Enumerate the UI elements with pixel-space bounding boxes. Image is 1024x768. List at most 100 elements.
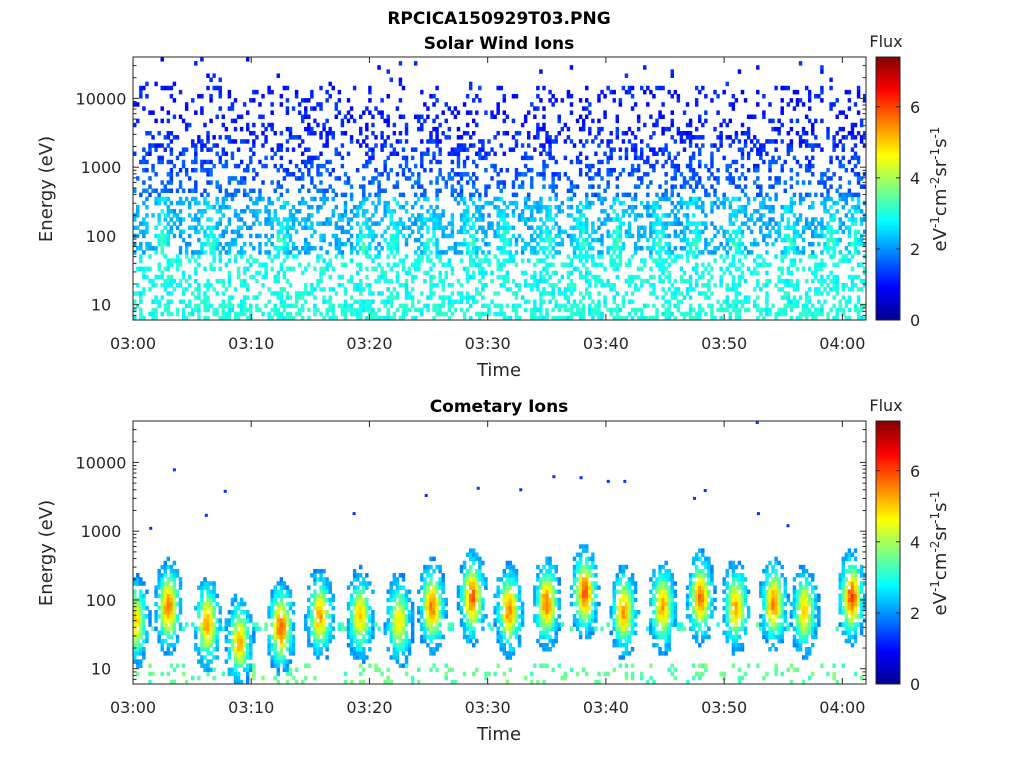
heatmap-cell xyxy=(160,283,164,288)
heatmap-cell xyxy=(484,303,488,309)
heatmap-cell xyxy=(258,262,262,267)
heatmap-cell xyxy=(734,299,739,304)
heatmap-cell xyxy=(731,213,736,218)
heatmap-cell xyxy=(630,106,635,111)
heatmap-cell xyxy=(456,278,461,284)
heatmap-cell xyxy=(795,130,800,136)
heatmap-cell xyxy=(462,266,467,272)
heatmap-cell xyxy=(557,233,561,239)
heatmap-cell xyxy=(221,246,226,251)
heatmap-cell xyxy=(560,126,565,132)
heatmap-cell xyxy=(325,299,329,304)
heatmap-cell xyxy=(484,254,488,259)
heatmap-cell xyxy=(691,200,696,206)
heatmap-cell xyxy=(200,581,204,586)
heatmap-cell xyxy=(658,229,662,235)
heatmap-cell xyxy=(194,647,198,652)
heatmap-cell xyxy=(169,176,174,181)
heatmap-cell xyxy=(420,159,424,165)
heatmap-cell xyxy=(178,278,183,284)
heatmap-cell xyxy=(157,159,161,165)
heatmap-cell xyxy=(682,295,687,300)
heatmap-cell xyxy=(682,311,687,317)
heatmap-cell xyxy=(392,233,397,239)
heatmap-cell xyxy=(832,143,836,148)
heatmap-cell xyxy=(432,217,436,222)
heatmap-cell xyxy=(526,143,531,148)
heatmap-cell xyxy=(841,196,846,202)
heatmap-cell xyxy=(618,250,623,255)
heatmap-cell xyxy=(633,147,638,152)
heatmap-cell xyxy=(710,315,714,321)
heatmap-cell xyxy=(734,98,739,103)
heatmap-cell xyxy=(160,159,164,165)
heatmap-cell xyxy=(667,196,671,202)
heatmap-cell xyxy=(780,254,784,259)
heatmap-cell xyxy=(725,176,729,181)
heatmap-cell xyxy=(670,93,674,99)
heatmap-cell xyxy=(465,295,470,300)
heatmap-cell xyxy=(386,254,390,259)
heatmap-cell xyxy=(856,93,861,99)
heatmap-cell xyxy=(569,110,574,115)
heatmap-cell xyxy=(282,176,287,181)
heatmap-cell xyxy=(218,241,222,247)
heatmap-cell xyxy=(685,278,690,284)
heatmap-cell xyxy=(172,577,177,582)
heatmap-cell xyxy=(157,303,161,309)
heatmap-cell xyxy=(759,225,763,230)
heatmap-cell xyxy=(756,254,760,259)
heatmap-cell xyxy=(661,270,665,276)
heatmap-cell xyxy=(667,307,671,313)
heatmap-cell xyxy=(612,299,616,304)
heatmap-cell xyxy=(325,250,329,255)
heatmap-cell xyxy=(603,221,607,226)
heatmap-cell xyxy=(578,126,583,132)
heatmap-cell xyxy=(670,209,674,214)
heatmap-cell xyxy=(679,130,684,136)
heatmap-cell xyxy=(646,192,650,198)
heatmap-cell xyxy=(734,196,739,202)
heatmap-cell xyxy=(646,102,650,107)
heatmap-cell xyxy=(612,246,616,251)
heatmap-cell xyxy=(456,151,461,157)
heatmap-cell xyxy=(386,93,390,99)
heatmap-cell xyxy=(426,303,430,309)
heatmap-cell xyxy=(310,155,314,161)
heatmap-cell xyxy=(716,110,720,115)
heatmap-cell xyxy=(484,192,488,198)
heatmap-cell xyxy=(862,217,867,222)
heatmap-cell xyxy=(594,237,598,243)
heatmap-cell xyxy=(175,254,180,259)
heatmap-cell xyxy=(581,295,586,300)
heatmap-cell xyxy=(331,266,335,272)
heatmap-cell xyxy=(743,143,748,148)
heatmap-cell xyxy=(499,196,503,202)
heatmap-cell xyxy=(288,295,293,300)
heatmap-cell xyxy=(227,299,232,304)
heatmap-cell xyxy=(530,155,534,161)
heatmap-cell xyxy=(423,192,427,198)
heatmap-cell xyxy=(817,241,821,247)
heatmap-cell xyxy=(762,283,766,288)
heatmap-cell xyxy=(612,237,616,243)
heatmap-cell xyxy=(685,130,690,136)
heatmap-cell xyxy=(285,295,290,300)
heatmap-cell xyxy=(163,581,167,586)
heatmap-cell xyxy=(548,299,552,304)
heatmap-cell xyxy=(801,229,806,235)
heatmap-cell xyxy=(145,204,149,210)
heatmap-cell xyxy=(581,241,586,247)
heatmap-cell xyxy=(633,135,638,140)
heatmap-cell xyxy=(206,139,210,144)
heatmap-cell xyxy=(606,246,610,251)
heatmap-cell xyxy=(572,217,577,222)
heatmap-cell xyxy=(285,110,290,115)
heatmap-cell xyxy=(710,274,714,280)
heatmap-cell xyxy=(792,221,797,226)
heatmap-cell xyxy=(380,233,384,239)
heatmap-cell xyxy=(630,274,635,280)
heatmap-cell xyxy=(542,266,546,272)
heatmap-cell xyxy=(636,176,641,181)
heatmap-cell xyxy=(337,151,342,157)
